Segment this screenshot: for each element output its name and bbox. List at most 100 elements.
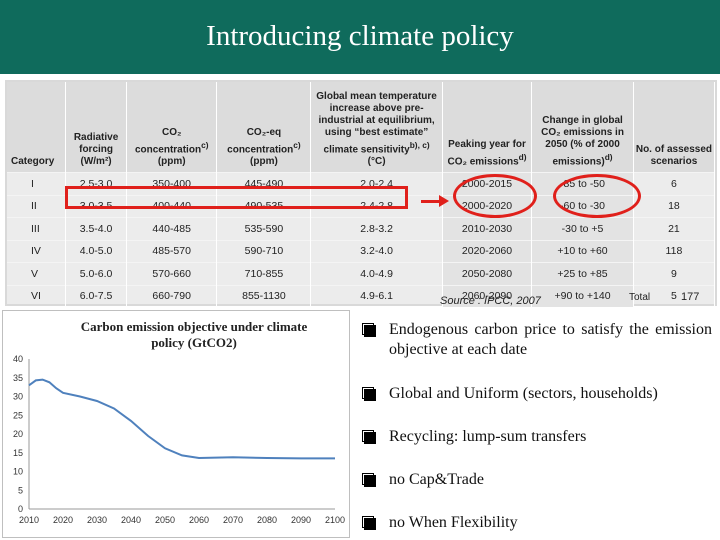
table-row: V 5.0-6.0 570-660 710-855 4.0-4.9 2050-2080 +2… bbox=[7, 262, 716, 285]
x-tick-label: 2090 bbox=[291, 515, 311, 525]
bullet-text: Global and Uniform (sectors, households) bbox=[389, 385, 658, 402]
bullet-text: no Cap&Trade bbox=[389, 471, 484, 488]
header-category: Category bbox=[7, 82, 67, 173]
table-row: IV 4.0-5.0 485-570 590-710 3.2-4.0 2020-2060 +… bbox=[7, 239, 716, 263]
x-tick-label: 2040 bbox=[121, 515, 141, 525]
y-tick-label: 35 bbox=[13, 373, 23, 383]
table-cell: 590-710 bbox=[216, 239, 312, 263]
y-tick-label: 10 bbox=[13, 467, 23, 477]
x-tick-label: 2010 bbox=[19, 515, 39, 525]
table-cell: 2.8-3.2 bbox=[310, 217, 443, 240]
checkbox-bullet-icon bbox=[362, 430, 376, 444]
table-cell: 2060-2090 bbox=[442, 284, 533, 307]
y-tick-label: 40 bbox=[13, 354, 23, 364]
header-temperature: Global mean temperature increase above p… bbox=[310, 82, 443, 173]
table-cell: 3.5-4.0 bbox=[65, 217, 127, 240]
table-cell: 4.0-4.9 bbox=[310, 262, 443, 285]
header-peaking-year: Peaking year for CO₂ emissionsd) bbox=[442, 82, 533, 173]
checkbox-bullet-icon bbox=[362, 323, 376, 337]
table-cell-category: II bbox=[7, 194, 67, 218]
y-tick-label: 5 bbox=[18, 485, 23, 495]
header-co2eq-concentration: CO₂-eq concentrationc) (ppm) bbox=[216, 82, 312, 173]
bullet-item: Global and Uniform (sectors, households) bbox=[360, 384, 712, 404]
table-cell: 2010-2030 bbox=[442, 217, 533, 240]
table-row: III 3.5-4.0 440-485 535-590 2.8-3.2 2010-2030… bbox=[7, 217, 716, 240]
title-bar: Introducing climate policy bbox=[0, 0, 720, 74]
y-tick-label: 20 bbox=[13, 429, 23, 439]
table-cell-category: I bbox=[7, 172, 67, 195]
checkbox-bullet-icon bbox=[362, 473, 376, 487]
bullet-text: no When Flexibility bbox=[389, 514, 518, 531]
table-cell: 21 bbox=[633, 217, 716, 240]
ipcc-table-image: Category Radiative forcing (W/m²) CO₂ co… bbox=[5, 80, 717, 307]
y-tick-label: 0 bbox=[18, 504, 23, 514]
table-cell: 2050-2080 bbox=[442, 262, 533, 285]
table-cell: 440-485 bbox=[126, 217, 218, 240]
highlight-oval-emission-change bbox=[553, 174, 641, 218]
table-cell: 570-660 bbox=[126, 262, 218, 285]
header-co2-concentration: CO₂ concentrationc) (ppm) bbox=[126, 82, 218, 173]
table-source: Source : IPCC, 2007 bbox=[440, 295, 541, 307]
table-cell: 5.0-6.0 bbox=[65, 262, 127, 285]
table-cell: 4.0-5.0 bbox=[65, 239, 127, 263]
emission-chart: Carbon emission objective under climate … bbox=[2, 310, 350, 538]
x-tick-label: 2070 bbox=[223, 515, 243, 525]
table-cell: 6.0-7.5 bbox=[65, 284, 127, 307]
table-cell: 5 bbox=[633, 284, 716, 307]
slide-title: Introducing climate policy bbox=[206, 20, 514, 52]
table-cell: 535-590 bbox=[216, 217, 312, 240]
table-cell: 9 bbox=[633, 262, 716, 285]
table-cell: 485-570 bbox=[126, 239, 218, 263]
total-label: Total bbox=[629, 292, 651, 303]
table-cell: 118 bbox=[633, 239, 716, 263]
series-line bbox=[28, 378, 335, 460]
table-cell: -30 to +5 bbox=[531, 217, 634, 240]
table-cell: 4.9-6.1 bbox=[310, 284, 443, 307]
total-value: 177 bbox=[681, 291, 700, 303]
bullet-item: no When Flexibility bbox=[360, 513, 712, 533]
y-tick-label: 30 bbox=[13, 392, 23, 402]
table-cell: +25 to +85 bbox=[531, 262, 634, 285]
table-cell: 2020-2060 bbox=[442, 239, 533, 263]
y-tick-label: 15 bbox=[13, 448, 23, 458]
header-emission-change: Change in global CO₂ emissions in 2050 (… bbox=[531, 82, 634, 173]
table-cell: 710-855 bbox=[216, 262, 312, 285]
bullet-text: Endogenous carbon price to satisfy the e… bbox=[389, 321, 712, 358]
table-cell: +10 to +60 bbox=[531, 239, 634, 263]
ipcc-table: Category Radiative forcing (W/m²) CO₂ co… bbox=[7, 82, 716, 307]
arrow-right-icon bbox=[439, 195, 449, 207]
bullet-item: Endogenous carbon price to satisfy the e… bbox=[360, 320, 712, 360]
table-cell: 18 bbox=[633, 194, 716, 218]
checkbox-bullet-icon bbox=[362, 516, 376, 530]
x-tick-label: 2100 bbox=[325, 515, 345, 525]
table-cell: 3.2-4.0 bbox=[310, 239, 443, 263]
bullet-item: Recycling: lump-sum transfers bbox=[360, 427, 712, 447]
bullet-text: Recycling: lump-sum transfers bbox=[389, 428, 587, 445]
table-cell: +90 to +140 bbox=[531, 284, 634, 307]
table-cell: 6 bbox=[633, 172, 716, 195]
table-cell-category: IV bbox=[7, 239, 67, 263]
checkbox-bullet-icon bbox=[362, 387, 376, 401]
table-cell: 855-1130 bbox=[216, 284, 312, 307]
header-radiative-forcing: Radiative forcing (W/m²) bbox=[65, 82, 127, 173]
highlight-row-ii bbox=[65, 186, 408, 209]
chart-svg: 0 5 10 15 20 25 30 35 40 2010 2020 2030 2040 2050 2060… bbox=[13, 354, 345, 525]
x-tick-label: 2050 bbox=[155, 515, 175, 525]
header-scenarios: No. of assessed scenarios bbox=[633, 82, 716, 173]
x-tick-label: 2060 bbox=[189, 515, 209, 525]
x-tick-label: 2030 bbox=[87, 515, 107, 525]
y-tick-label: 25 bbox=[13, 410, 23, 420]
x-tick-label: 2020 bbox=[53, 515, 73, 525]
table-cell-category: III bbox=[7, 217, 67, 240]
table-header-row: Category Radiative forcing (W/m²) CO₂ co… bbox=[7, 82, 716, 173]
ipcc-table-panel: Category Radiative forcing (W/m²) CO₂ co… bbox=[7, 82, 716, 307]
table-cell-category: V bbox=[7, 262, 67, 285]
arrow-shaft bbox=[421, 200, 443, 203]
bullet-item: no Cap&Trade bbox=[360, 470, 712, 490]
table-cell: 660-790 bbox=[126, 284, 218, 307]
table-cell-category: VI bbox=[7, 284, 67, 307]
table-row: VI 6.0-7.5 660-790 855-1130 4.9-6.1 2060-2090… bbox=[7, 284, 716, 307]
x-tick-label: 2080 bbox=[257, 515, 277, 525]
chart-title: Carbon emission objective under climate … bbox=[80, 319, 308, 350]
highlight-oval-peaking-year bbox=[453, 174, 537, 218]
